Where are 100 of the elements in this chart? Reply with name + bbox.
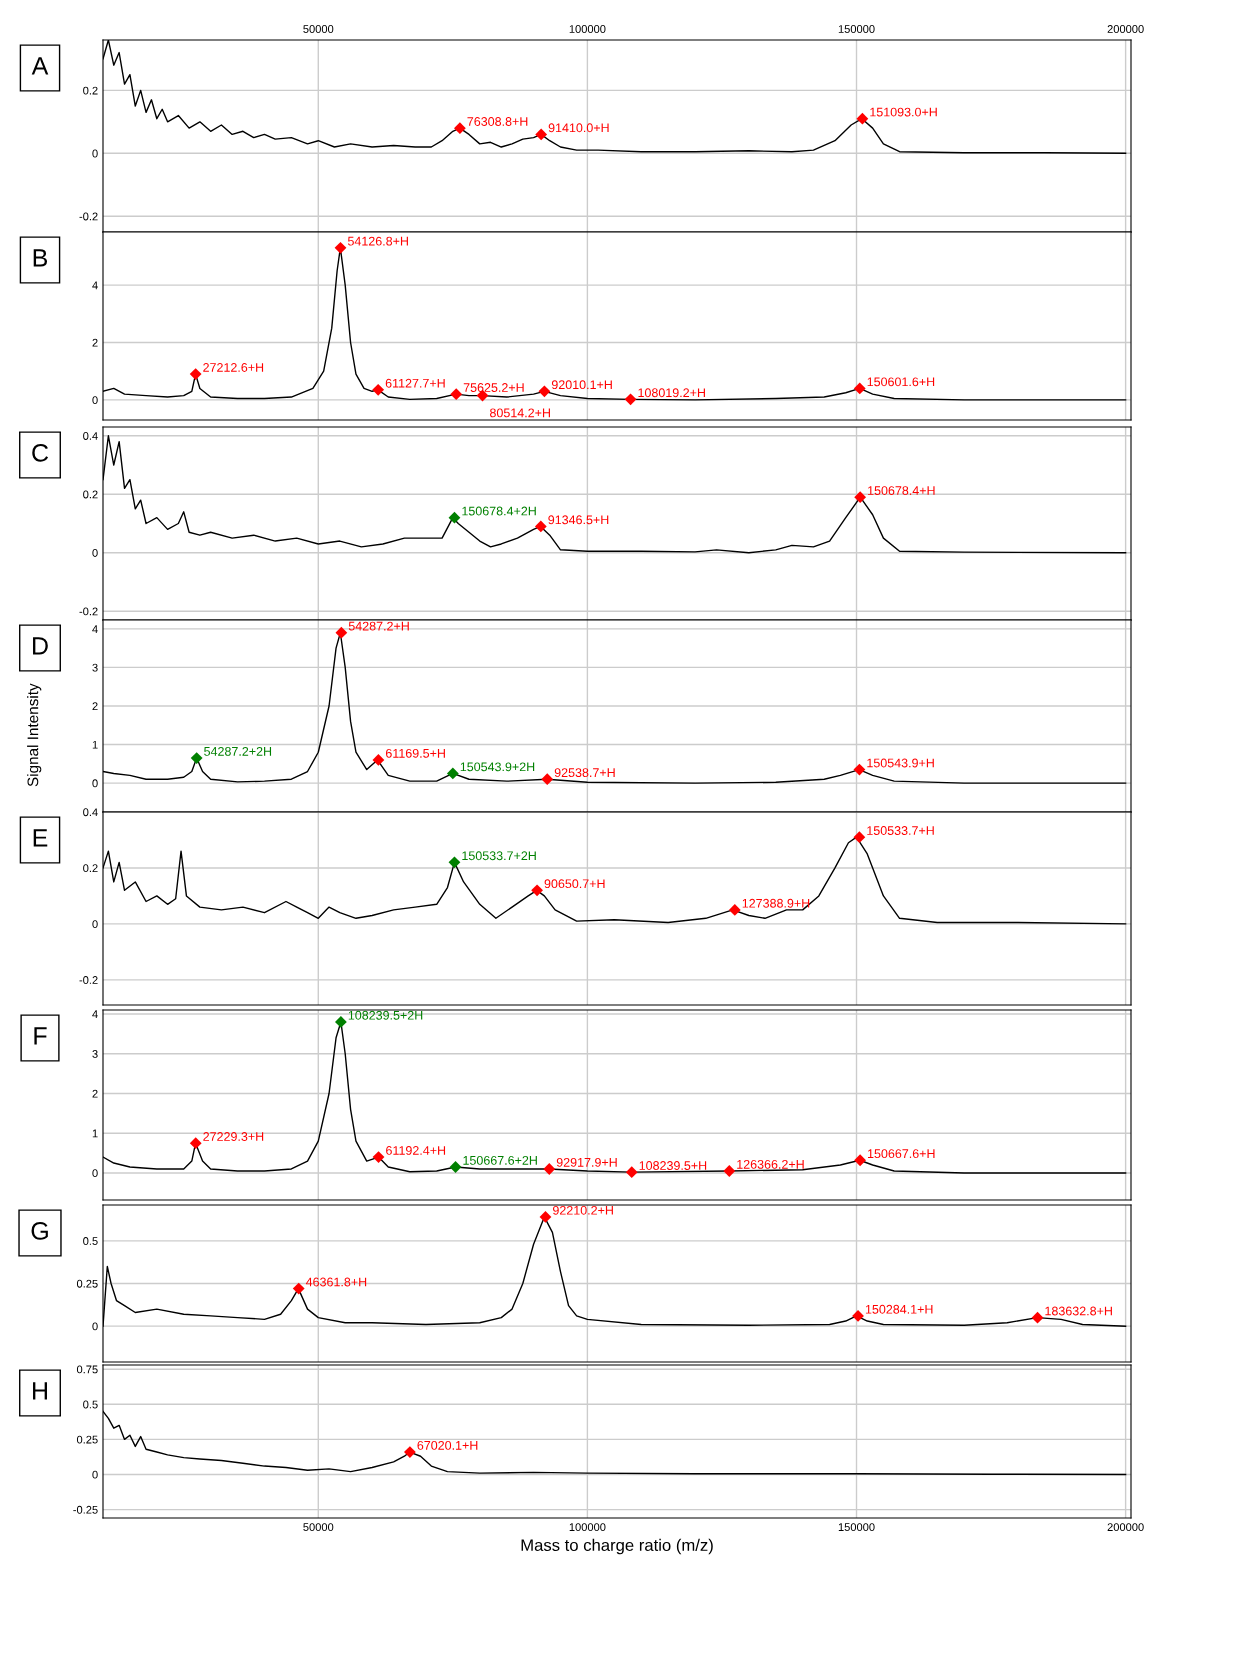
data-label: 92010.1+H: [551, 380, 612, 390]
data-label: 150533.7+H: [867, 826, 934, 835]
y-tick-label: -0.2: [79, 212, 98, 221]
y-tick-label: 0.25: [76, 1279, 98, 1288]
point: [541, 773, 554, 786]
y-tick-label: 0: [92, 1169, 98, 1178]
data-label: 54287.2+H: [348, 621, 409, 631]
data-label: 150284.1+H: [865, 1304, 933, 1314]
text: B: [33, 249, 48, 267]
y-tick-label: -0.2: [79, 976, 98, 984]
point: [538, 385, 551, 398]
x-tick-label: 50000: [303, 1523, 334, 1532]
data-label: 150667.6+H: [868, 1149, 935, 1159]
point: [1031, 1311, 1044, 1324]
x-tick-label: 100000: [569, 25, 606, 33]
point: [625, 1166, 638, 1179]
point: [189, 1137, 202, 1150]
y-tick-label: 0.4: [83, 432, 98, 440]
data-label: 108019.2+H: [638, 388, 705, 398]
y-tick-label: 0.75: [76, 1365, 98, 1374]
x-axis-title: Mass to charge ratio (m/z): [521, 1538, 713, 1555]
point: [334, 241, 347, 254]
data-label: 108239.5+H: [639, 1161, 707, 1170]
point: [534, 520, 547, 533]
y-tick-label: 3: [92, 1049, 98, 1058]
point: [335, 626, 348, 639]
point: [372, 383, 385, 396]
data-label: 150543.9+H: [867, 758, 934, 768]
data-label: 67020.1+H: [417, 1440, 478, 1450]
y-tick-label: 0.2: [83, 864, 98, 873]
y-tick-label: 2: [92, 338, 98, 347]
point: [335, 1016, 347, 1028]
data-label: 150533.7+2H: [462, 851, 536, 861]
point: [449, 1161, 462, 1173]
point: [189, 368, 202, 380]
y-tick-label: -0.2: [79, 607, 98, 616]
text: E: [33, 829, 48, 847]
point: [543, 1163, 556, 1175]
text: H: [33, 1382, 47, 1400]
y-tick-label: 1: [92, 740, 98, 749]
y-tick-label: 4: [92, 1010, 98, 1018]
y-tick-label: 1: [92, 1129, 98, 1138]
y-tick-label: 0.4: [83, 808, 98, 817]
y-tick-label: -0.25: [73, 1505, 98, 1514]
data-label: 126366.2+H: [737, 1159, 804, 1169]
data-label: 150678.4+H: [868, 486, 935, 495]
point: [728, 904, 741, 916]
x-tick-label: 150000: [838, 25, 875, 33]
data-label: 91346.5+H: [548, 515, 609, 525]
point: [448, 511, 461, 524]
y-tick-label: 4: [92, 281, 98, 290]
x-tick-label: 200000: [1107, 25, 1144, 33]
x-tick-label: 50000: [303, 25, 334, 33]
y-axis-title: Signal Intensity: [27, 683, 42, 787]
data-label: 92210.2+H: [553, 1205, 613, 1215]
data-label: 61192.4+H: [386, 1146, 446, 1155]
point: [535, 128, 548, 141]
data-label: 27229.3+H: [203, 1132, 264, 1141]
data-label: 75625.2+H: [463, 383, 524, 392]
data-label: 127388.9+H: [742, 898, 810, 908]
point: [853, 831, 866, 844]
point: [453, 122, 466, 135]
y-tick-label: 0.25: [76, 1435, 98, 1444]
point: [450, 388, 463, 401]
point: [372, 1151, 385, 1163]
y-tick-label: 0.5: [83, 1237, 98, 1245]
point: [853, 763, 866, 776]
point: [539, 1211, 552, 1223]
y-tick-label: 3: [92, 663, 98, 672]
data-label: 150543.9+2H: [460, 762, 535, 772]
data-label: 46361.8+H: [305, 1277, 367, 1287]
text: A: [31, 57, 49, 75]
data-label: 183632.8+H: [1045, 1306, 1112, 1316]
data-label: 27212.6+H: [203, 363, 264, 372]
data-label: 54126.8+H: [347, 236, 408, 246]
y-tick-label: 0: [92, 1322, 98, 1331]
x-tick-label: 150000: [838, 1523, 875, 1532]
y-tick-label: 0: [92, 779, 98, 788]
y-tick-label: 0: [92, 1470, 98, 1479]
point: [723, 1165, 736, 1177]
point: [852, 1310, 864, 1322]
y-tick-label: 0.2: [83, 490, 98, 499]
point: [624, 393, 637, 406]
data-label: 150601.6+H: [867, 377, 935, 387]
data-label: 150678.4+2H: [462, 506, 536, 516]
y-tick-label: 2: [92, 1089, 98, 1098]
text: C: [32, 444, 49, 462]
point: [853, 382, 866, 395]
y-tick-label: 0: [92, 149, 98, 158]
point: [292, 1282, 305, 1295]
y-tick-label: 0.5: [83, 1400, 98, 1409]
data-label: 150667.6+2H: [463, 1155, 537, 1165]
data-label: 54287.2+2H: [204, 746, 272, 756]
data-label: 76308.8+H: [467, 117, 528, 126]
x-tick-label: 100000: [569, 1523, 606, 1532]
y-tick-label: 0: [92, 920, 98, 929]
y-tick-label: 0: [92, 396, 98, 405]
data-label: 151093.0+H: [870, 107, 937, 117]
y-tick-label: 2: [92, 702, 98, 710]
data-label: 92538.7+H: [554, 768, 615, 778]
